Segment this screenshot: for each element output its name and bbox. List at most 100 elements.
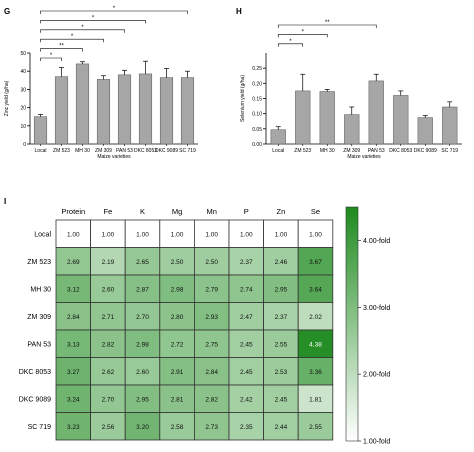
row-label: DKC 8053 [19, 369, 51, 376]
heatmap-cell [124, 412, 161, 441]
heatmap-cell [193, 329, 230, 358]
bar [75, 63, 90, 145]
heatmap-cell-value: 2.56 [102, 424, 115, 431]
significance-label: ** [325, 20, 330, 26]
x-tick-label: DKC 8053 [134, 148, 157, 154]
significance-label: * [50, 53, 53, 59]
row-label: Local [34, 231, 51, 238]
heatmap-cell-value: 2.62 [102, 369, 115, 376]
significance-label: * [71, 34, 74, 40]
x-tick-label: Local [272, 148, 284, 154]
heatmap-cell-value: 2.60 [136, 369, 149, 376]
heatmap-cell-value: 3.64 [309, 286, 322, 293]
heatmap-cell-value: 2.47 [240, 314, 253, 321]
heatmap-cell [228, 274, 264, 303]
heatmap-cell-value: 2.69 [67, 259, 80, 266]
heatmap-cell [228, 357, 264, 386]
panel-h-selenium-yield-chart: H 0.00 0.05 0.10 0.15 0.20 0.25 Selenium yield… [236, 7, 462, 160]
heatmap-cell-value: 1.00 [275, 231, 288, 238]
x-axis-label: Maize varieties [97, 154, 131, 160]
y-tick-label: 30 [20, 87, 26, 93]
heatmap-cell-value: 2.95 [275, 286, 288, 293]
heatmap-cell [193, 247, 230, 276]
heatmap-cell-value: 2.53 [275, 369, 288, 376]
panel-h-letter: H [236, 7, 242, 16]
heatmap-cell [228, 302, 264, 331]
heatmap-cell [297, 384, 334, 413]
heatmap-cell [228, 412, 264, 441]
x-tick-label: ZM 309 [343, 148, 360, 154]
colorbar-tick-label: 4.00-fold [363, 238, 390, 245]
x-tick-label: DKC 9089 [155, 148, 178, 154]
heatmap-cell-value: 2.91 [171, 369, 184, 376]
heatmap-cell-value: 2.45 [240, 369, 253, 376]
heatmap-cell [193, 274, 230, 303]
x-tick-label: MH 30 [75, 148, 90, 154]
row-label: SC 719 [28, 424, 51, 431]
heatmap-cell-value: 2.37 [240, 259, 253, 266]
heatmap-cell [297, 412, 334, 441]
heatmap-cell-value: 2.81 [171, 396, 184, 403]
heatmap-cell-value: 2.46 [275, 259, 288, 266]
significance-bracket [277, 24, 377, 28]
heatmap-cell [124, 357, 161, 386]
column-header: Protein [61, 207, 85, 216]
column-header: P [244, 207, 249, 216]
heatmap-cell-value: 2.79 [205, 286, 218, 293]
heatmap-cell [90, 219, 126, 248]
heatmap-cell [193, 302, 230, 331]
bar [295, 90, 311, 145]
heatmap-cell-value: 2.98 [171, 286, 184, 293]
column-header: Zn [277, 207, 286, 216]
heatmap-cell [159, 247, 195, 276]
x-tick-label: Local [35, 148, 47, 154]
heatmap-cell-value: 1.00 [309, 231, 322, 238]
heatmap-cell [228, 247, 264, 276]
heatmap-cell [297, 357, 334, 386]
heatmap-cell [297, 274, 334, 303]
heatmap-cell-value: 3.13 [67, 341, 80, 348]
heatmap-cell [263, 329, 299, 358]
panel-i-letter: I [4, 197, 6, 206]
y-tick-label: 0 [23, 142, 26, 148]
y-tick-label: 10 [20, 124, 26, 130]
bar [117, 74, 132, 145]
y-tick-label: 0.20 [252, 81, 262, 87]
x-tick-label: DKC 8053 [389, 148, 412, 154]
heatmap-cell [193, 219, 230, 248]
column-header: K [140, 207, 145, 216]
heatmap-cell-value: 2.50 [171, 259, 184, 266]
heatmap-cell [55, 329, 91, 358]
x-tick-label: SC 719 [441, 148, 458, 154]
column-header: Se [311, 207, 320, 216]
heatmap-cell-value: 3.27 [67, 369, 80, 376]
heatmap-cell-value: 2.37 [275, 314, 288, 321]
heatmap-cell [55, 247, 91, 276]
column-header: Fe [104, 207, 113, 216]
bar [319, 91, 335, 145]
panel-g-letter: G [4, 7, 10, 16]
heatmap-cell-value: 2.58 [171, 424, 184, 431]
colorbar-tick-label: 3.00-fold [363, 305, 390, 312]
bar [344, 114, 360, 145]
heatmap-cell [297, 219, 334, 248]
x-tick-label: SC 719 [179, 148, 196, 154]
bar [54, 76, 69, 145]
heatmap-cell-value: 2.75 [205, 341, 218, 348]
heatmap-cell-value: 2.50 [205, 259, 218, 266]
heatmap-cell-value: 2.55 [309, 424, 322, 431]
heatmap-cell [297, 302, 334, 331]
y-tick-label: 0.25 [252, 66, 262, 72]
significance-label: ** [59, 44, 64, 50]
bar [270, 129, 286, 145]
heatmap-cell-value: 2.95 [136, 396, 149, 403]
heatmap-cell-value: 3.12 [67, 286, 80, 293]
heatmap-cell [193, 412, 230, 441]
heatmap-cell-value: 3.20 [136, 424, 149, 431]
heatmap-cell [90, 357, 126, 386]
row-label: PAN 53 [27, 341, 51, 348]
heatmap-cell [90, 329, 126, 358]
heatmap-cell-value: 2.98 [136, 341, 149, 348]
heatmap-cell-value: 2.82 [205, 396, 218, 403]
